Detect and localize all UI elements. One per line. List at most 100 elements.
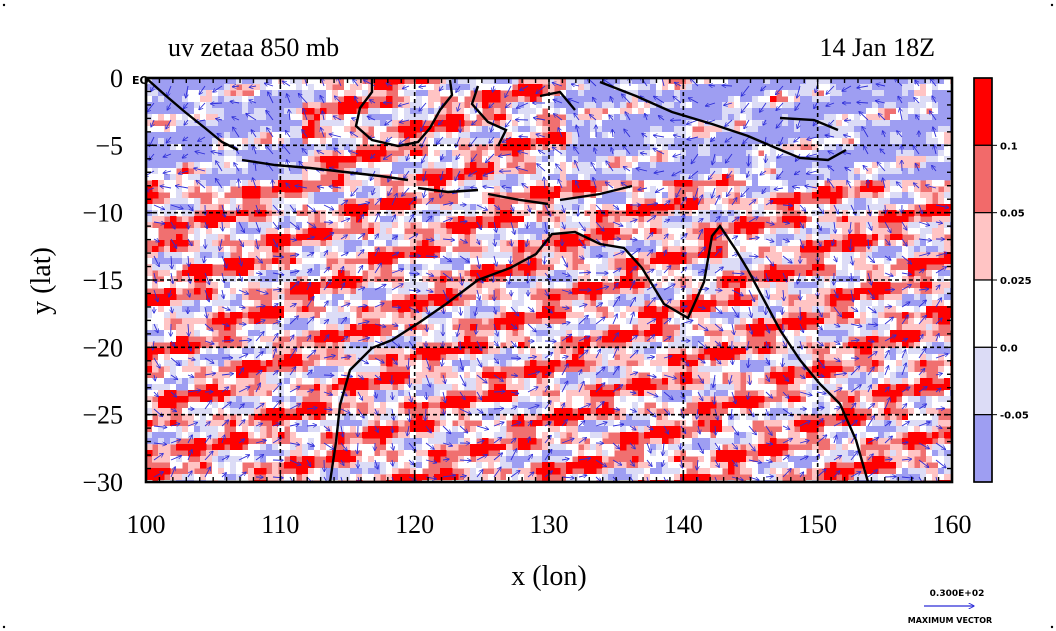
field-cell [308, 282, 315, 289]
field-cell [626, 258, 633, 265]
field-cell [932, 204, 939, 211]
field-cell [746, 246, 753, 253]
field-cell [266, 204, 273, 211]
field-cell [494, 216, 501, 223]
field-cell [878, 150, 885, 157]
field-cell [386, 96, 393, 103]
field-cell [734, 162, 741, 169]
field-cell [752, 144, 759, 151]
field-cell [794, 234, 801, 241]
field-cell [188, 330, 195, 337]
field-cell [920, 78, 927, 85]
field-cell [776, 252, 783, 259]
field-cell [710, 168, 717, 175]
field-cell [332, 246, 339, 253]
field-cell [152, 96, 159, 103]
field-cell [860, 330, 867, 337]
vorticity-field [146, 78, 952, 482]
field-cell [926, 156, 933, 163]
field-cell [212, 186, 219, 193]
field-cell [704, 240, 711, 247]
field-cell [188, 138, 195, 145]
field-cell [932, 240, 939, 247]
field-cell [152, 90, 159, 97]
field-cell [224, 180, 231, 187]
field-cell [692, 198, 699, 205]
field-cell [338, 336, 345, 343]
field-cell [296, 90, 303, 97]
field-cell [428, 324, 435, 331]
field-cell [812, 234, 819, 241]
field-cell [728, 210, 735, 217]
field-cell [662, 90, 669, 97]
field-cell [404, 342, 411, 349]
field-cell [422, 288, 429, 295]
field-cell [740, 264, 747, 271]
field-cell [236, 312, 243, 319]
field-cell [872, 318, 879, 325]
field-cell [674, 168, 681, 175]
field-cell [938, 192, 945, 199]
field-cell [524, 216, 531, 223]
field-cell [176, 330, 183, 337]
field-cell [902, 102, 909, 109]
field-cell [836, 258, 843, 265]
field-cell [620, 288, 627, 295]
field-cell [932, 180, 939, 187]
field-cell [350, 342, 357, 349]
field-cell [212, 84, 219, 91]
field-cell [248, 312, 255, 319]
field-cell [506, 138, 513, 145]
field-cell [686, 342, 693, 349]
field-cell [752, 156, 759, 163]
field-cell [170, 198, 177, 205]
field-cell [560, 90, 567, 97]
field-cell [902, 198, 909, 205]
field-cell [938, 336, 945, 343]
field-cell [380, 102, 387, 109]
field-cell [320, 156, 327, 163]
field-cell [590, 330, 597, 337]
field-cell [548, 282, 555, 289]
field-cell [566, 216, 573, 223]
field-cell [188, 342, 195, 349]
field-cell [554, 294, 561, 301]
field-cell [518, 228, 525, 235]
field-cell [734, 258, 741, 265]
field-cell [944, 270, 951, 277]
field-cell [470, 168, 477, 175]
field-cell [746, 252, 753, 259]
field-cell [830, 114, 837, 121]
field-cell [734, 174, 741, 181]
field-cell [638, 192, 645, 199]
field-cell [890, 240, 897, 247]
field-cell [518, 114, 525, 121]
field-cell [896, 120, 903, 127]
field-cell [632, 108, 639, 115]
field-cell [278, 264, 285, 271]
field-cell [812, 216, 819, 223]
field-cell [746, 162, 753, 169]
field-cell [860, 222, 867, 229]
field-cell [644, 84, 651, 91]
field-cell [728, 312, 735, 319]
field-cell [158, 240, 165, 247]
field-cell [914, 138, 921, 145]
field-cell [152, 132, 159, 139]
field-cell [782, 174, 789, 181]
field-cell [638, 144, 645, 151]
field-cell [296, 108, 303, 115]
field-cell [350, 252, 357, 259]
field-cell [782, 84, 789, 91]
field-cell [362, 312, 369, 319]
field-cell [194, 252, 201, 259]
field-cell [410, 198, 417, 205]
field-cell [470, 198, 477, 205]
field-cell [464, 186, 471, 193]
field-cell [824, 318, 831, 325]
field-cell [230, 312, 237, 319]
field-cell [590, 252, 597, 259]
field-cell [380, 336, 387, 343]
field-cell [272, 78, 279, 85]
field-cell [818, 330, 825, 337]
